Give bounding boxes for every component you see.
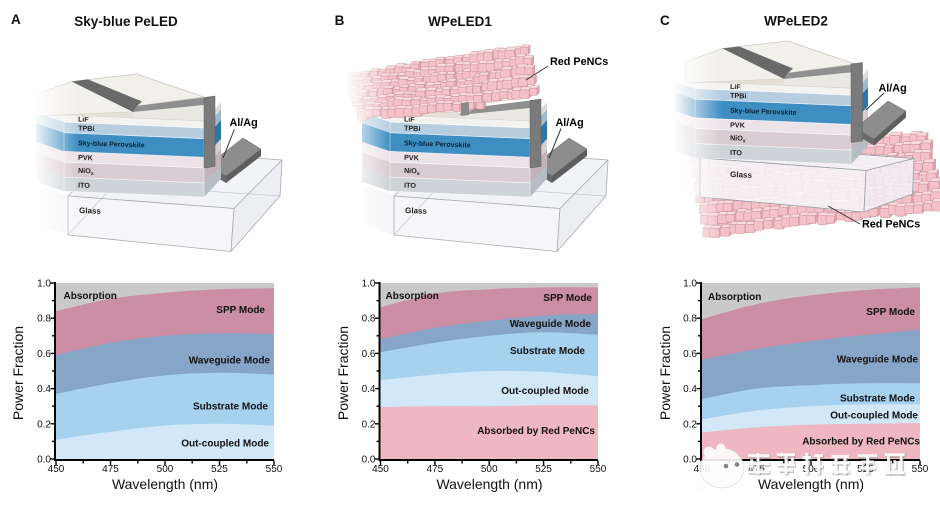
svg-text:0.4: 0.4 xyxy=(37,384,51,395)
svg-text:PVK: PVK xyxy=(78,153,94,163)
svg-text:0.2: 0.2 xyxy=(362,419,376,430)
svg-text:LiF: LiF xyxy=(730,84,741,91)
svg-text:500: 500 xyxy=(803,464,820,475)
svg-text:SPP Mode: SPP Mode xyxy=(543,293,592,304)
svg-text:PVK: PVK xyxy=(730,120,746,130)
svg-text:Glass: Glass xyxy=(405,206,428,216)
svg-text:0.6: 0.6 xyxy=(37,349,51,360)
svg-text:550: 550 xyxy=(912,464,929,475)
svg-text:Wavelength (nm): Wavelength (nm) xyxy=(758,476,864,492)
svg-text:550: 550 xyxy=(266,464,283,475)
svg-text:Absorbed by Red PeNCs: Absorbed by Red PeNCs xyxy=(477,426,595,437)
svg-text:Substrate Mode: Substrate Mode xyxy=(193,402,268,413)
svg-text:Al/Ag: Al/Ag xyxy=(879,83,907,95)
svg-text:475: 475 xyxy=(427,464,444,475)
svg-text:Sky-blue Perovskite: Sky-blue Perovskite xyxy=(78,140,145,149)
svg-text:0.6: 0.6 xyxy=(683,349,697,360)
svg-text:0.6: 0.6 xyxy=(362,349,376,360)
svg-text:Wavelength (nm): Wavelength (nm) xyxy=(112,476,218,492)
svg-text:NiOx: NiOx xyxy=(730,133,746,144)
svg-text:Out-coupled Mode: Out-coupled Mode xyxy=(181,439,269,450)
svg-text:Power Fraction: Power Fraction xyxy=(10,326,26,420)
svg-text:Glass: Glass xyxy=(730,170,753,180)
svg-text:Out-coupled Mode: Out-coupled Mode xyxy=(501,386,589,397)
svg-text:0.8: 0.8 xyxy=(362,314,376,325)
svg-text:0.2: 0.2 xyxy=(37,419,51,430)
svg-text:Red PeNCs: Red PeNCs xyxy=(550,56,608,68)
svg-text:1.0: 1.0 xyxy=(37,279,51,290)
svg-text:ITO: ITO xyxy=(78,181,91,190)
svg-text:0.8: 0.8 xyxy=(683,314,697,325)
svg-text:Waveguide Mode: Waveguide Mode xyxy=(189,356,271,367)
svg-text:SPP Mode: SPP Mode xyxy=(216,305,265,316)
svg-text:Absorbed by Red PeNCs: Absorbed by Red PeNCs xyxy=(802,437,920,448)
svg-text:TPBi: TPBi xyxy=(404,124,421,134)
svg-text:Substrate Mode: Substrate Mode xyxy=(840,394,915,405)
svg-text:Al/Ag: Al/Ag xyxy=(556,117,584,129)
svg-text:LiF: LiF xyxy=(404,117,415,124)
svg-text:WPeLED1: WPeLED1 xyxy=(428,14,492,29)
svg-text:Wavelength (nm): Wavelength (nm) xyxy=(436,476,542,492)
svg-text:450: 450 xyxy=(48,464,65,475)
svg-text:TPBi: TPBi xyxy=(78,124,95,134)
svg-text:0.4: 0.4 xyxy=(683,384,697,395)
svg-text:Power Fraction: Power Fraction xyxy=(335,326,351,420)
svg-text:Absorption: Absorption xyxy=(708,292,761,303)
svg-text:525: 525 xyxy=(535,464,552,475)
svg-text:0.0: 0.0 xyxy=(683,455,697,466)
svg-text:B: B xyxy=(335,13,345,28)
svg-text:500: 500 xyxy=(481,464,498,475)
svg-text:450: 450 xyxy=(372,464,389,475)
svg-text:C: C xyxy=(660,13,670,28)
svg-text:Power Fraction: Power Fraction xyxy=(657,326,673,420)
svg-text:NiOx: NiOx xyxy=(404,166,420,177)
svg-text:Sky-blue Perovskite: Sky-blue Perovskite xyxy=(730,108,797,117)
svg-text:Waveguide Mode: Waveguide Mode xyxy=(510,319,592,330)
svg-text:Absorption: Absorption xyxy=(386,291,439,302)
svg-text:A: A xyxy=(11,12,21,27)
svg-text:Red PeNCs: Red PeNCs xyxy=(862,219,920,231)
svg-text:Sky-blue Perovskite: Sky-blue Perovskite xyxy=(404,140,471,149)
svg-text:Out-coupled Mode: Out-coupled Mode xyxy=(830,411,918,422)
svg-text:0.8: 0.8 xyxy=(37,314,51,325)
svg-text:WPeLED2: WPeLED2 xyxy=(764,14,828,29)
svg-text:NiOx: NiOx xyxy=(78,166,94,177)
svg-text:525: 525 xyxy=(211,464,228,475)
svg-text:0.0: 0.0 xyxy=(37,455,51,466)
svg-text:0.4: 0.4 xyxy=(362,384,376,395)
svg-text:Substrate Mode: Substrate Mode xyxy=(510,346,585,357)
svg-text:0.2: 0.2 xyxy=(683,419,697,430)
svg-text:ITO: ITO xyxy=(404,181,417,190)
svg-text:TPBi: TPBi xyxy=(730,91,747,101)
svg-text:1.0: 1.0 xyxy=(683,279,697,290)
svg-text:Absorption: Absorption xyxy=(64,291,117,302)
svg-text:1.0: 1.0 xyxy=(362,279,376,290)
svg-text:PVK: PVK xyxy=(404,153,420,163)
svg-text:LiF: LiF xyxy=(78,117,89,124)
svg-text:500: 500 xyxy=(157,464,174,475)
svg-text:SPP Mode: SPP Mode xyxy=(866,307,915,318)
svg-text:550: 550 xyxy=(590,464,607,475)
svg-text:0.0: 0.0 xyxy=(362,455,376,466)
svg-text:ITO: ITO xyxy=(730,148,743,157)
svg-text:Sky-blue PeLED: Sky-blue PeLED xyxy=(74,14,178,29)
svg-text:Al/Ag: Al/Ag xyxy=(230,117,258,129)
svg-text:Waveguide Mode: Waveguide Mode xyxy=(837,355,919,366)
svg-text:Glass: Glass xyxy=(79,206,102,216)
svg-text:475: 475 xyxy=(102,464,119,475)
